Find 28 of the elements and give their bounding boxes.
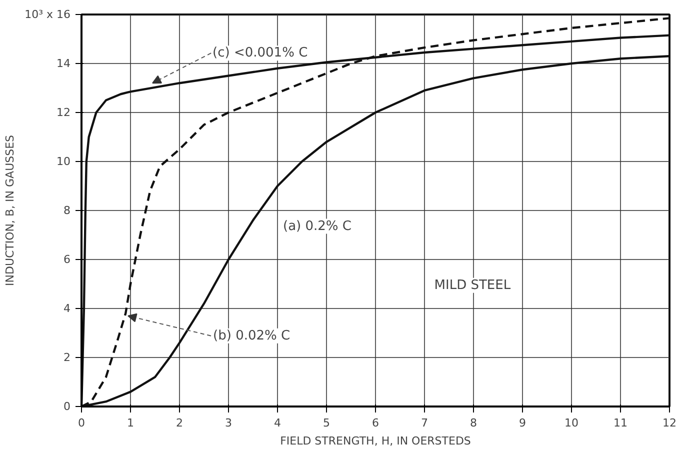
x-tick-label: 12 <box>662 416 676 430</box>
x-tick-label: 7 <box>421 416 428 430</box>
x-tick-label: 2 <box>176 416 183 430</box>
annotation: (b) 0.02% C <box>213 328 290 344</box>
y-axis-title: INDUCTION, B, IN GAUSSES <box>4 134 17 286</box>
x-tick-label: 10 <box>564 416 578 430</box>
x-tick-label: 6 <box>372 416 379 430</box>
x-axis-title: FIELD STRENGTH, H, IN OERSTEDS <box>280 434 471 448</box>
annotation: (a) 0.2% C <box>283 218 352 234</box>
x-tick-label: 5 <box>323 416 330 430</box>
y-tick-label: 14 <box>56 57 71 70</box>
y-tick-label: 6 <box>64 253 70 266</box>
x-tick-label: 3 <box>225 416 232 430</box>
y-tick-label: 10³ x 16 <box>24 8 71 21</box>
annotation: (c) <0.001% C <box>212 46 308 61</box>
x-tick-label: 9 <box>519 416 526 430</box>
x-tick-label: 0 <box>78 416 85 430</box>
y-tick-label: 0 <box>64 400 70 413</box>
x-tick-label: 1 <box>127 416 134 430</box>
y-tick-label: 10 <box>56 155 71 168</box>
x-tick-label: 11 <box>614 416 628 430</box>
y-tick-label: 8 <box>64 204 70 217</box>
x-tick-label: 8 <box>470 416 477 430</box>
y-tick-label: 2 <box>64 351 70 364</box>
x-tick-label: 4 <box>274 416 281 430</box>
annotation: MILD STEEL <box>434 278 512 293</box>
y-tick-label: 12 <box>56 106 71 119</box>
y-tick-label: 4 <box>64 302 70 315</box>
